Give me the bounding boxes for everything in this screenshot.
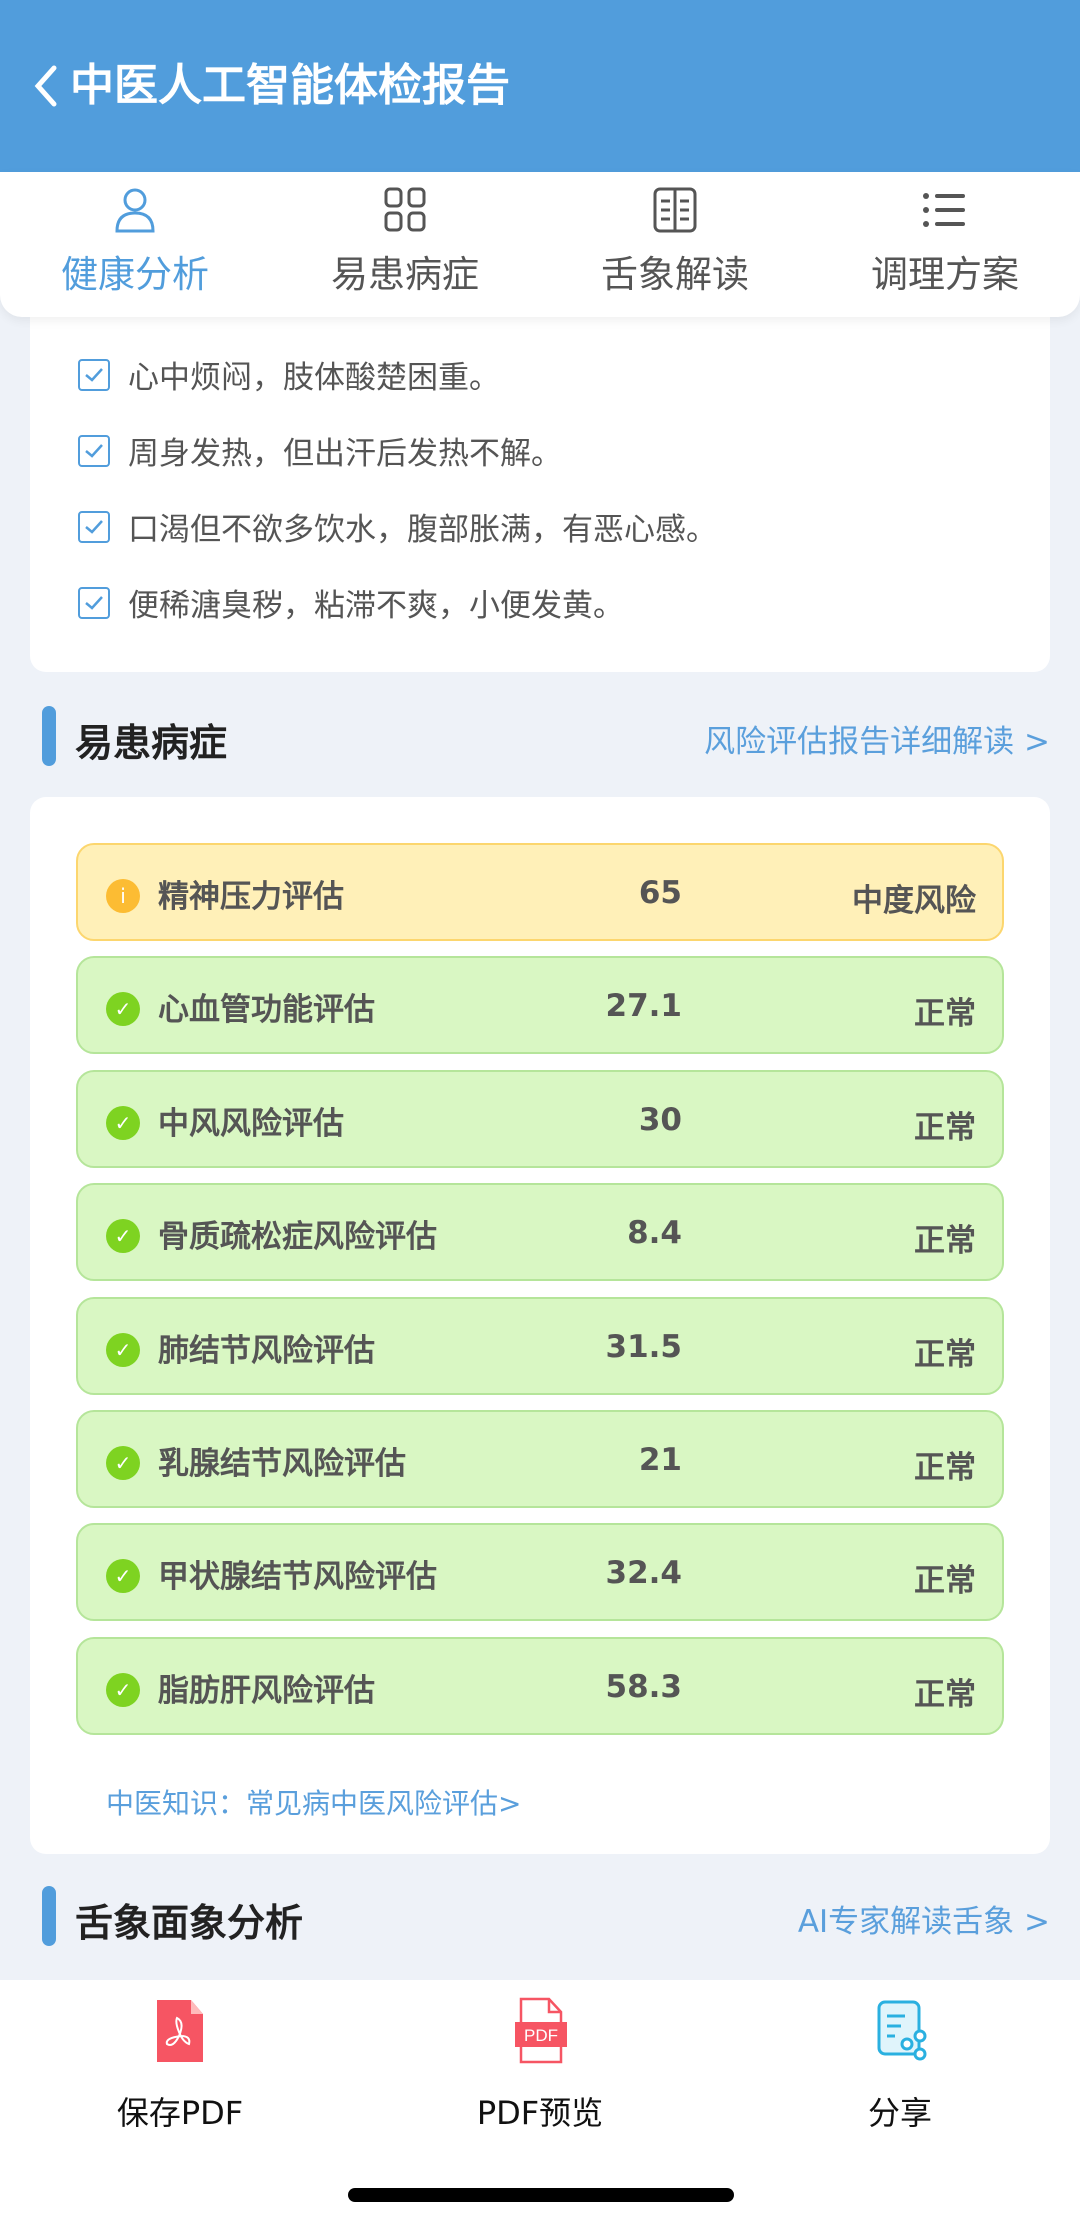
risk-row[interactable]: ✓ 甲状腺结节风险评估 32.4 正常 [76, 1523, 1004, 1622]
risk-name: 中风风险评估 [158, 1105, 344, 1142]
knowledge-link[interactable]: 中医知识：常见病中医风险评估> [106, 1787, 522, 1820]
check-circle-icon: ✓ [106, 1446, 140, 1480]
risk-name: 心血管功能评估 [158, 992, 375, 1029]
pdf-save-icon [157, 2000, 203, 2062]
symptom-text: 周身发热，但出汗后发热不解。 [128, 436, 562, 472]
risk-name: 精神压力评估 [158, 879, 344, 915]
symptom-item: 周身发热，但出汗后发热不解。 [78, 428, 562, 473]
tab-label: 易患病症 [331, 253, 479, 296]
risk-status: 正常 [914, 1563, 976, 1600]
risk-row[interactable]: ✓ 肺结节风险评估 31.5 正常 [76, 1296, 1004, 1395]
bottom-label: PDF预览 [476, 2094, 604, 2132]
section-title: 舌象面象分析 [75, 1901, 304, 1945]
back-chevron-icon[interactable] [28, 58, 68, 114]
check-circle-icon: ✓ [106, 992, 140, 1027]
save-pdf-button[interactable]: 保存PDF [0, 1980, 360, 2221]
symptom-item: 口渴但不欲多饮水，腹部胀满，有恶心感。 [78, 504, 717, 549]
tab-tongue[interactable]: 舌象解读 [540, 172, 810, 317]
risk-name: 乳腺结节风险评估 [158, 1446, 406, 1482]
risk-value: 65 [638, 875, 682, 911]
list-icon [923, 193, 965, 227]
risk-value: 21 [638, 1442, 682, 1478]
tab-label: 健康分析 [61, 253, 209, 296]
disease-card: i 精神压力评估 65 中度风险 ✓ 心血管功能评估 27.1 正常 ✓ 中风风险评估 30 正常 ✓ 骨… [30, 797, 1050, 1854]
risk-value: 8.4 [627, 1215, 682, 1252]
check-circle-icon: ✓ [106, 1672, 140, 1707]
tab-label: 调理方案 [871, 253, 1019, 296]
symptom-item: 心中烦闷，肢体酸楚困重。 [78, 352, 500, 397]
book-icon [653, 187, 697, 233]
check-circle-icon: ✓ [106, 1332, 140, 1367]
share-button[interactable]: 分享 [720, 1980, 1080, 2221]
grid-icon [384, 187, 426, 232]
risk-value: 58.3 [605, 1668, 683, 1705]
risk-status: 正常 [914, 1450, 976, 1486]
checkbox-checked-icon [78, 586, 110, 619]
risk-row[interactable]: i 精神压力评估 65 中度风险 [76, 843, 1004, 941]
symptom-text: 便稀溏臭秽，粘滞不爽，小便发黄。 [128, 588, 624, 624]
bottom-label: 分享 [867, 2094, 932, 2132]
risk-status: 正常 [914, 996, 976, 1033]
symptom-item: 便稀溏臭秽，粘滞不爽，小便发黄。 [78, 580, 624, 625]
check-circle-icon: ✓ [106, 1219, 140, 1254]
pdf-preview-button[interactable]: PDF PDF预览 [360, 1980, 720, 2221]
ai-tongue-link[interactable]: AI专家解读舌象 > [797, 1904, 1050, 1940]
share-icon [877, 2000, 927, 2061]
risk-name: 甲状腺结节风险评估 [158, 1559, 437, 1596]
risk-row[interactable]: ✓ 脂肪肝风险评估 58.3 正常 [76, 1636, 1004, 1735]
symptom-card: 心中烦闷，肢体酸楚困重。 周身发热，但出汗后发热不解。 口渴但不欲多饮水，腹部胀… [30, 290, 1050, 672]
risk-name: 骨质疏松症风险评估 [158, 1219, 437, 1256]
risk-status: 正常 [914, 1336, 976, 1373]
check-circle-icon: ✓ [106, 1105, 140, 1140]
symptom-text: 心中烦闷，肢体酸楚困重。 [128, 360, 500, 396]
section-accent-bar [42, 706, 56, 766]
bottom-action-bar: 保存PDF PDF PDF预览 分享 [0, 1980, 1080, 2221]
risk-value: 30 [638, 1101, 682, 1138]
risk-report-detail-link[interactable]: 风险评估报告详细解读 > [704, 724, 1050, 760]
section-header-tongue: 舌象面象分析 AI专家解读舌象 > [0, 1886, 1080, 1946]
tab-diseases[interactable]: 易患病症 [270, 172, 540, 317]
tab-health-analysis[interactable]: 健康分析 [0, 172, 270, 317]
risk-status: 正常 [914, 1109, 976, 1146]
bottom-label: 保存PDF [116, 2094, 244, 2132]
page-title: 中医人工智能体检报告 [70, 60, 510, 111]
tab-plan[interactable]: 调理方案 [810, 172, 1080, 317]
svg-text:PDF: PDF [524, 2026, 558, 2045]
tab-bar: 健康分析 易患病症 舌象解读 调理方案 [0, 172, 1080, 317]
info-icon: i [106, 879, 140, 913]
risk-value: 27.1 [605, 988, 683, 1025]
risk-status: 正常 [914, 1223, 976, 1260]
checkbox-checked-icon [78, 434, 110, 467]
risk-name: 肺结节风险评估 [158, 1332, 375, 1369]
pdf-preview-icon: PDF [515, 1997, 567, 2064]
section-accent-bar [42, 1886, 56, 1946]
risk-row[interactable]: ✓ 中风风险评估 30 正常 [76, 1069, 1004, 1168]
checkbox-checked-icon [78, 358, 110, 391]
risk-value: 32.4 [605, 1555, 683, 1592]
checkbox-checked-icon [78, 510, 110, 543]
risk-status: 中度风险 [852, 883, 976, 919]
risk-row[interactable]: ✓ 乳腺结节风险评估 21 正常 [76, 1410, 1004, 1508]
user-icon [115, 188, 155, 233]
risk-row[interactable]: ✓ 骨质疏松症风险评估 8.4 正常 [76, 1183, 1004, 1282]
tab-label: 舌象解读 [601, 253, 749, 296]
risk-value: 31.5 [605, 1328, 683, 1365]
symptom-text: 口渴但不欲多饮水，腹部胀满，有恶心感。 [128, 512, 717, 548]
app-header: 中医人工智能体检报告 [0, 0, 1080, 180]
risk-name: 脂肪肝风险评估 [158, 1672, 375, 1709]
check-circle-icon: ✓ [106, 1559, 140, 1594]
home-indicator [348, 2188, 734, 2202]
risk-status: 正常 [914, 1676, 976, 1713]
section-header-diseases: 易患病症 风险评估报告详细解读 > [0, 706, 1080, 766]
risk-row[interactable]: ✓ 心血管功能评估 27.1 正常 [76, 956, 1004, 1055]
section-title: 易患病症 [75, 721, 228, 765]
